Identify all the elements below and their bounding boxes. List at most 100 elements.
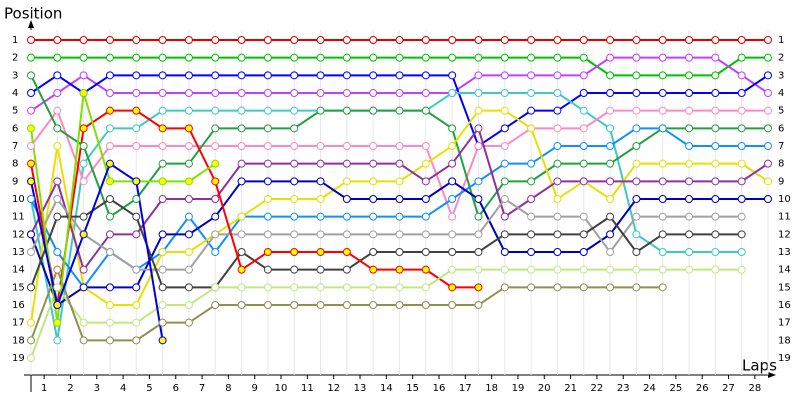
y-axis-title: Position bbox=[4, 5, 62, 23]
point bbox=[211, 53, 220, 62]
point bbox=[764, 142, 772, 150]
point bbox=[316, 106, 325, 115]
point bbox=[342, 195, 351, 203]
point bbox=[369, 177, 378, 186]
point bbox=[27, 354, 35, 362]
point bbox=[237, 248, 246, 256]
x-tick-label: 26 bbox=[696, 383, 709, 394]
y-tick-label: 14 bbox=[12, 265, 25, 276]
point bbox=[395, 248, 404, 256]
y-tick-label-right: 13 bbox=[778, 247, 791, 258]
point bbox=[474, 230, 483, 239]
point bbox=[27, 89, 35, 97]
point bbox=[27, 283, 35, 292]
x-tick-label: 12 bbox=[327, 383, 340, 394]
point bbox=[448, 265, 457, 274]
point bbox=[632, 53, 641, 62]
point bbox=[263, 212, 272, 221]
y-tick-label: 15 bbox=[12, 282, 25, 293]
point bbox=[737, 71, 746, 80]
point bbox=[211, 195, 220, 203]
point bbox=[158, 265, 167, 274]
point bbox=[211, 177, 220, 186]
point bbox=[606, 265, 615, 274]
x-tick-label: 22 bbox=[591, 383, 604, 394]
x-tick-label: 28 bbox=[748, 383, 761, 394]
point bbox=[184, 142, 193, 150]
point bbox=[395, 177, 404, 186]
point bbox=[685, 36, 694, 44]
point bbox=[263, 106, 272, 115]
point bbox=[53, 248, 62, 256]
point bbox=[369, 212, 378, 221]
point bbox=[79, 336, 88, 345]
point bbox=[658, 177, 667, 186]
point bbox=[658, 265, 667, 274]
point bbox=[316, 283, 325, 292]
point bbox=[764, 36, 772, 44]
point bbox=[421, 230, 430, 239]
point bbox=[27, 177, 35, 186]
point bbox=[579, 106, 588, 115]
point bbox=[27, 106, 35, 115]
point bbox=[158, 159, 167, 168]
point bbox=[448, 89, 457, 97]
point bbox=[132, 89, 141, 97]
point bbox=[579, 159, 588, 168]
point bbox=[395, 212, 404, 221]
point bbox=[263, 71, 272, 80]
y-tick-label-right: 1 bbox=[778, 35, 784, 46]
point bbox=[342, 283, 351, 292]
point bbox=[79, 142, 88, 150]
point bbox=[290, 301, 299, 309]
point bbox=[184, 71, 193, 80]
y-tick-label-right: 4 bbox=[778, 88, 784, 99]
point bbox=[553, 159, 562, 168]
point bbox=[105, 124, 114, 133]
point bbox=[764, 106, 772, 115]
point bbox=[132, 230, 141, 239]
point bbox=[685, 89, 694, 97]
point bbox=[632, 230, 641, 239]
point bbox=[263, 36, 272, 44]
point bbox=[474, 71, 483, 80]
point bbox=[237, 159, 246, 168]
point bbox=[500, 106, 509, 115]
point bbox=[764, 89, 772, 97]
point bbox=[342, 159, 351, 168]
point bbox=[132, 71, 141, 80]
point bbox=[421, 212, 430, 221]
point bbox=[553, 212, 562, 221]
point bbox=[553, 142, 562, 150]
x-tick-label: 23 bbox=[617, 383, 630, 394]
point bbox=[105, 301, 114, 309]
point bbox=[79, 159, 88, 168]
point bbox=[158, 283, 167, 292]
point bbox=[632, 71, 641, 80]
point bbox=[500, 124, 509, 133]
point bbox=[184, 89, 193, 97]
y-tick-label: 1 bbox=[12, 35, 18, 46]
point bbox=[316, 265, 325, 274]
point bbox=[658, 230, 667, 239]
point bbox=[527, 159, 536, 168]
point bbox=[448, 177, 457, 186]
point bbox=[184, 230, 193, 239]
point bbox=[132, 195, 141, 203]
point bbox=[606, 106, 615, 115]
point bbox=[553, 283, 562, 292]
point bbox=[290, 53, 299, 62]
point bbox=[132, 283, 141, 292]
point bbox=[421, 53, 430, 62]
point bbox=[474, 89, 483, 97]
point bbox=[79, 230, 88, 239]
x-tick-label: 24 bbox=[643, 383, 656, 394]
point bbox=[500, 177, 509, 186]
point bbox=[658, 124, 667, 133]
point bbox=[27, 124, 35, 133]
point bbox=[711, 124, 720, 133]
point bbox=[369, 230, 378, 239]
point bbox=[263, 230, 272, 239]
point bbox=[316, 142, 325, 150]
